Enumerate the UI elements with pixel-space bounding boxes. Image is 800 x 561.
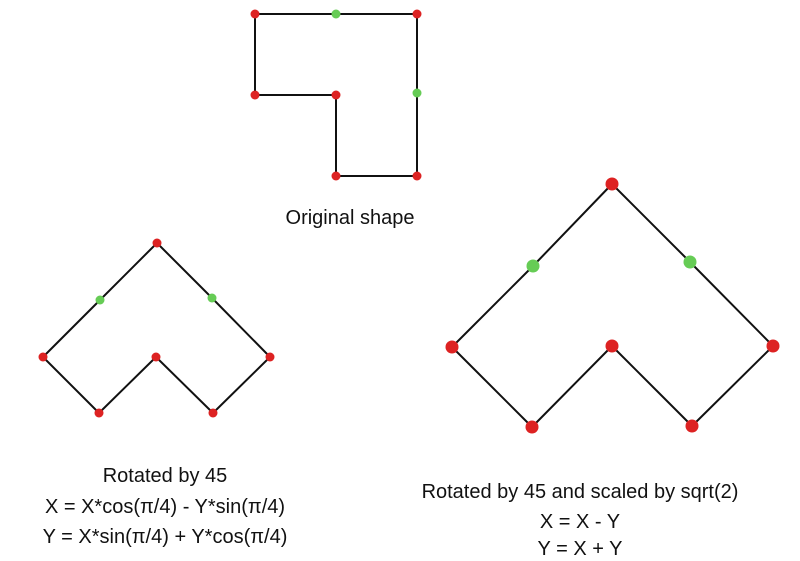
rotated-scaled-corner-vertex: [685, 419, 699, 433]
rotated-scaled-edge: [531, 345, 613, 428]
original-corner-vertex: [250, 9, 260, 19]
rotated-shape: [38, 238, 275, 418]
rotated-midpoint-vertex: [207, 293, 217, 303]
rotated-scaled-midpoint-vertex: [526, 259, 540, 273]
rotated-scaled-formula-x: X = X - Y: [539, 511, 621, 533]
rotated-scaled-shape: [445, 177, 780, 434]
original-shape-caption: Original shape: [285, 207, 415, 229]
rotated-scaled-edge: [451, 346, 533, 428]
original-midpoint-vertex: [412, 88, 422, 98]
rotated-scaled-corner-vertex: [605, 339, 619, 353]
rotated-scaled-formula-y: Y = X + Y: [537, 538, 623, 560]
rotated-edge: [42, 299, 101, 358]
rotated-formula-x: X = X*cos(π/4) - Y*sin(π/4): [44, 496, 286, 518]
rotated-scaled-edge: [532, 183, 613, 267]
rotated-scaled-corner-vertex: [525, 420, 539, 434]
rotated-scaled-edge: [611, 183, 691, 263]
original-corner-vertex: [331, 90, 341, 100]
rotated-corner-vertex: [265, 352, 275, 362]
rotated-edge: [99, 242, 158, 301]
rotated-scaled-edge: [611, 345, 693, 427]
rotated-scaled-edge: [689, 261, 774, 347]
original-midpoint-vertex: [331, 9, 341, 19]
rotated-scaled-caption-title: Rotated by 45 and scaled by sqrt(2): [421, 481, 739, 503]
rotated-corner-vertex: [152, 238, 162, 248]
rotated-caption-title: Rotated by 45: [102, 465, 228, 487]
original-corner-vertex: [331, 171, 341, 181]
rotated-edge: [155, 356, 214, 414]
rotated-formula-y: Y = X*sin(π/4) + Y*cos(π/4): [42, 526, 288, 548]
rotated-edge: [98, 356, 157, 414]
rotated-scaled-corner-vertex: [605, 177, 619, 191]
rotated-corner-vertex: [151, 352, 161, 362]
rotated-edge: [156, 242, 213, 299]
rotated-edge: [212, 356, 271, 414]
original-shape: [250, 9, 422, 181]
rotated-corner-vertex: [38, 352, 48, 362]
rotated-midpoint-vertex: [95, 295, 105, 305]
rotated-edge: [211, 297, 271, 358]
rotated-scaled-midpoint-vertex: [683, 255, 697, 269]
rotated-scaled-corner-vertex: [445, 340, 459, 354]
rotated-corner-vertex: [208, 408, 218, 418]
original-corner-vertex: [412, 9, 422, 19]
rotated-scaled-edge: [691, 345, 774, 427]
rotated-edge: [42, 356, 100, 414]
rotated-scaled-corner-vertex: [766, 339, 780, 353]
rotated-corner-vertex: [94, 408, 104, 418]
rotated-scaled-edge: [451, 265, 534, 348]
original-corner-vertex: [412, 171, 422, 181]
original-corner-vertex: [250, 90, 260, 100]
